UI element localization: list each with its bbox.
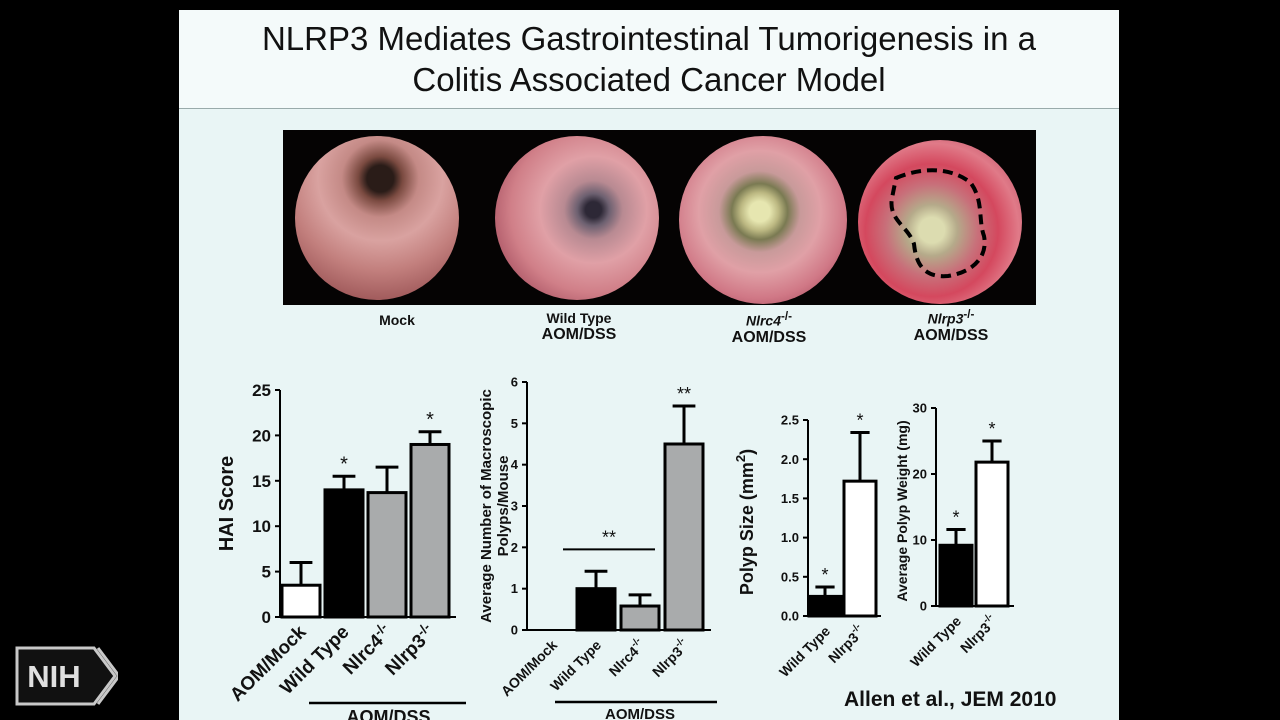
y-tick-label: 10 xyxy=(252,517,271,536)
bar xyxy=(323,488,365,619)
y-tick-label: 20 xyxy=(252,426,271,445)
y-tick-label: 0.5 xyxy=(781,569,799,584)
y-tick-label: 5 xyxy=(262,563,271,582)
significance-marker: * xyxy=(426,409,434,431)
y-tick-label: 10 xyxy=(913,533,927,548)
y-tick-label: 4 xyxy=(511,457,519,472)
endoscopy-image-wild-type xyxy=(495,136,659,300)
y-tick-label: 0 xyxy=(511,623,518,638)
endoscopy-photo-strip xyxy=(283,130,1036,305)
x-tick-label: AOM/Mock xyxy=(498,637,561,700)
photo-caption-nlrp3: Nlrp3-/- AOM/DSS xyxy=(913,308,989,344)
x-tick-label: Wild Type xyxy=(776,623,833,680)
bar xyxy=(974,460,1010,608)
y-tick-label: 0.0 xyxy=(781,609,799,624)
y-tick-label: 0 xyxy=(920,599,927,614)
significance-marker: * xyxy=(856,411,863,431)
nih-logo: NIH xyxy=(15,646,118,706)
photo-caption-mock: Mock xyxy=(379,312,415,328)
y-tick-label: 2.0 xyxy=(781,452,799,467)
y-tick-label: 1 xyxy=(511,581,518,596)
title-band: NLRP3 Mediates Gastrointestinal Tumorige… xyxy=(179,10,1119,109)
chart-3: 0.0 0.5 1.0 1.5 2.0 2.5 Polyp Size (mm2) * Wild … xyxy=(733,411,881,680)
significance-marker: * xyxy=(821,565,828,585)
endoscopy-image-nlrp3 xyxy=(858,140,1022,304)
y-tick-label: 1.0 xyxy=(781,530,799,545)
title-line-1: NLRP3 Mediates Gastrointestinal Tumorige… xyxy=(261,20,1037,57)
citation: Allen et al., JEM 2010 xyxy=(844,688,1057,711)
y-axis-label-end: ) xyxy=(737,449,757,455)
x-tick-label-text: AOM/Mock xyxy=(498,637,561,700)
bar xyxy=(938,543,974,608)
title-line-2: Colitis Associated Cancer Model xyxy=(412,61,886,98)
y-tick-label: 2.5 xyxy=(781,413,799,428)
y-tick-label: 15 xyxy=(252,472,271,491)
significance-marker: * xyxy=(952,507,959,527)
bar xyxy=(409,442,451,619)
endoscopy-image-nlrc4 xyxy=(679,136,847,304)
slide: NLRP3 Mediates Gastrointestinal Tumorige… xyxy=(179,10,1119,720)
bar xyxy=(807,594,843,618)
group-label: AOM/DSS xyxy=(605,706,675,720)
x-tick-label: Nlrp3-/- xyxy=(824,621,869,666)
group-label: AOM/DSS xyxy=(346,707,430,720)
x-tick-label: Nlrp3-/- xyxy=(648,635,693,680)
y-tick-label: 2 xyxy=(511,540,518,555)
x-tick-label: Nlrp3-/- xyxy=(956,611,1001,656)
y-tick-label: 5 xyxy=(511,416,518,431)
y-tick-label: 25 xyxy=(252,381,271,400)
y-tick-label: 6 xyxy=(511,375,518,390)
y-tick-label: 1.5 xyxy=(781,491,799,506)
chart-2: 0 1 2 3 4 5 6 Average Number of Macroscopic Poly… xyxy=(478,375,717,720)
bar xyxy=(575,587,617,632)
significance-marker: ** xyxy=(677,384,691,404)
y-axis-label: HAI Score xyxy=(216,456,238,552)
y-tick-label: 20 xyxy=(913,467,927,482)
photo-caption-nlrc4: Nlrc4-/- AOM/DSS xyxy=(731,310,807,346)
significance-marker: * xyxy=(340,453,348,475)
bar xyxy=(280,583,322,619)
x-tick-label-text: Wild Type xyxy=(776,623,833,680)
y-axis-label-line-1: Average Number of Macroscopic xyxy=(478,389,495,623)
bar xyxy=(663,442,705,632)
y-tick-label: 30 xyxy=(913,401,927,416)
bar xyxy=(842,479,878,618)
bar xyxy=(366,491,408,619)
y-axis-label-text: Polyp Size (mm xyxy=(737,462,757,595)
y-tick-label: 0 xyxy=(262,608,271,627)
nih-logo-text: NIH xyxy=(27,659,80,694)
slide-title: NLRP3 Mediates Gastrointestinal Tumorige… xyxy=(179,18,1119,100)
y-tick-label: 3 xyxy=(511,499,518,514)
x-tick-label: Nlrc4-/- xyxy=(604,635,648,679)
y-axis-label: Polyp Size (mm2) xyxy=(733,449,757,595)
bar xyxy=(619,604,661,632)
x-tick-label-text: Wild Type xyxy=(907,613,964,670)
y-axis-label-line-2: Polyps/Mouse xyxy=(495,456,512,557)
y-axis-label-sup: 2 xyxy=(733,455,748,462)
endoscopy-image-mock xyxy=(295,136,459,300)
significance-marker: * xyxy=(988,419,995,439)
y-axis-label: Average Polyp Weight (mg) xyxy=(894,420,910,601)
tumor-outline xyxy=(889,168,987,279)
x-tick-label: Wild Type xyxy=(907,613,964,670)
photo-caption-wild-type: Wild Type AOM/DSS xyxy=(541,310,617,343)
significance-bracket-label: ** xyxy=(602,527,616,547)
